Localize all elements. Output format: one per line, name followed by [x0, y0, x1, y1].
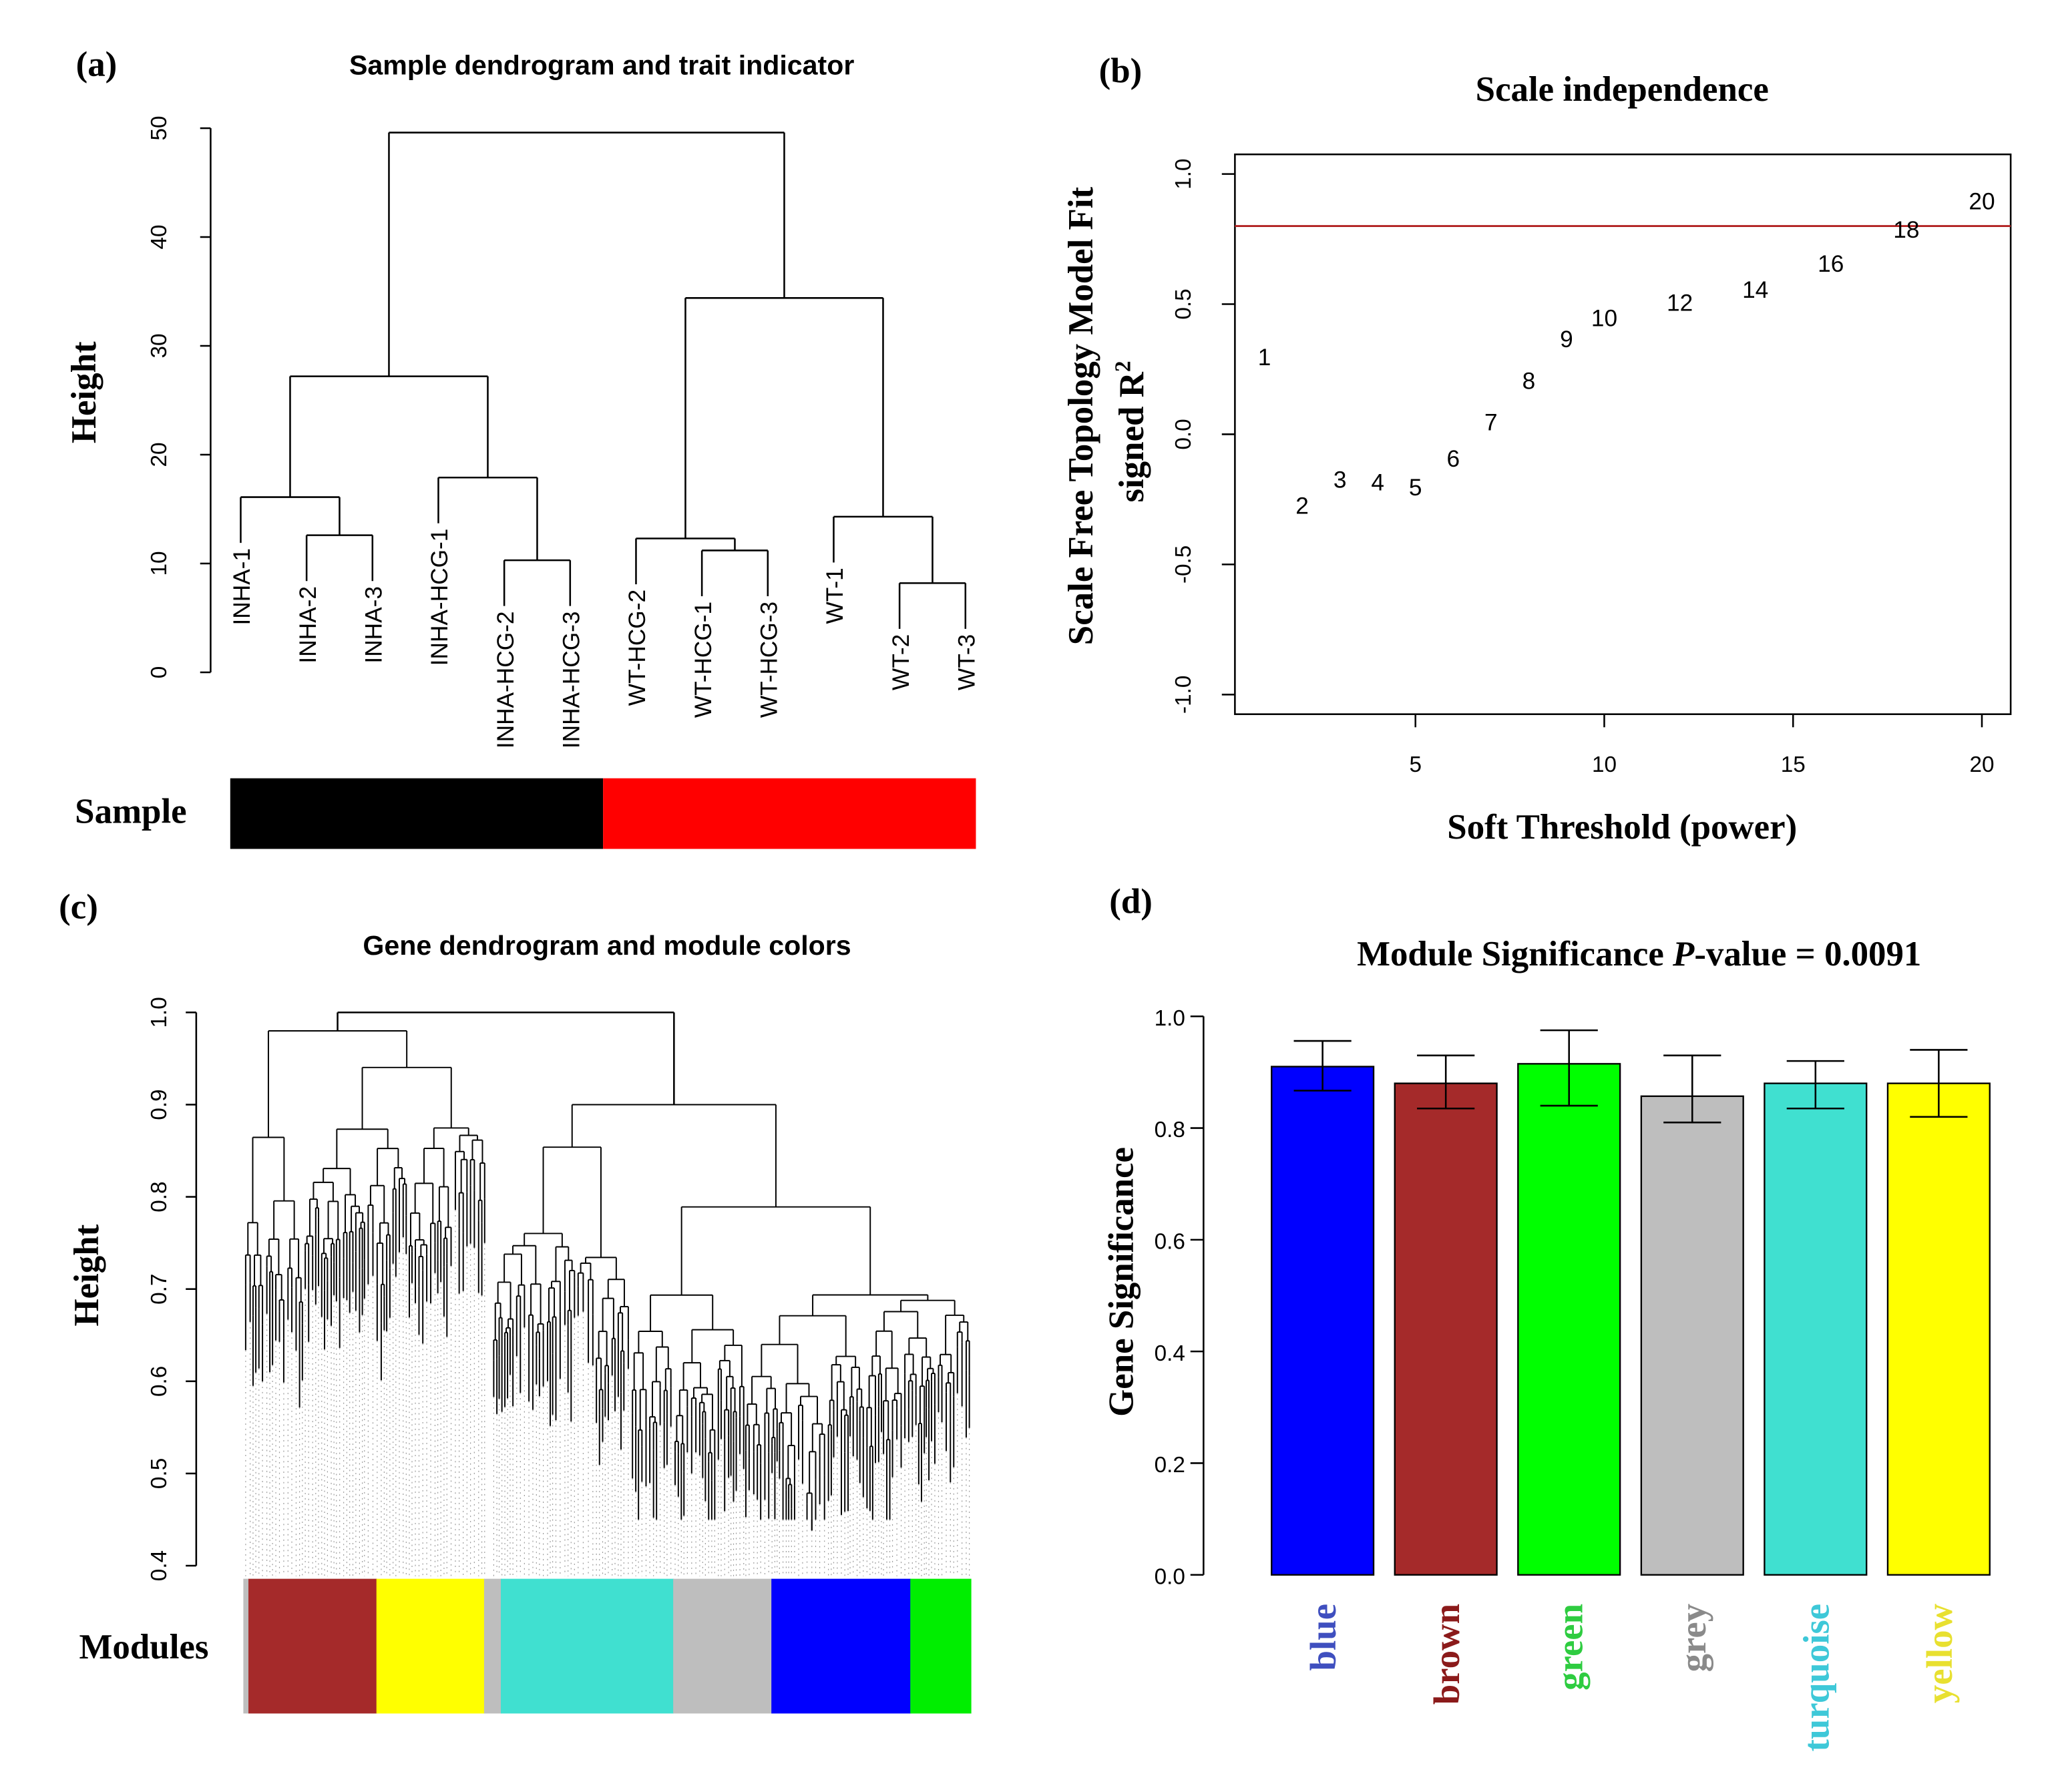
y-tick-label-b: -0.5 [1171, 545, 1196, 584]
bar-blue [1271, 1066, 1375, 1576]
x-tick-label-b: 15 [1781, 752, 1806, 777]
y-tick-label-c: 0.9 [147, 1089, 172, 1120]
y-tick-label-a: 0 [147, 666, 172, 679]
ylabel-b-line2: signed R2 [1111, 361, 1152, 503]
category-label-brown: brown [1426, 1604, 1467, 1705]
module-color-segment [500, 1578, 674, 1714]
x-tick-label-b: 10 [1592, 752, 1617, 777]
point-label: 6 [1446, 446, 1460, 472]
module-color-segment [483, 1578, 501, 1714]
title-b: Scale independence [1476, 70, 1769, 109]
leaf-label: WT-HCG-3 [757, 602, 783, 718]
dendrogram-branches [244, 1012, 970, 1576]
leaf-label: WT-1 [822, 568, 848, 624]
point-label: 14 [1742, 277, 1768, 303]
leaf-label: WT-HCG-1 [690, 602, 717, 718]
leaf-label: INHA-3 [361, 586, 387, 664]
ylabel-d: Gene Significance [1102, 1147, 1141, 1417]
leaf-label: WT-3 [954, 634, 980, 690]
y-tick-label-d: 0.8 [1155, 1118, 1185, 1142]
gene-dendrogram: 0.4 0.5 0.6 0.7 0.8 0.9 1.0 [147, 997, 972, 1714]
title-c: Gene dendrogram and module colors [363, 930, 851, 961]
ylabel-c: Height [67, 1224, 106, 1326]
category-label-blue: blue [1303, 1604, 1344, 1671]
point-label: 5 [1409, 475, 1422, 501]
panel-label-d: (d) [1109, 882, 1153, 921]
modules-label: Modules [79, 1628, 209, 1666]
leaf-label: INHA-HCG-3 [559, 612, 585, 749]
y-tick-label-c: 0.7 [147, 1274, 172, 1305]
leaf-label: INHA-1 [229, 548, 255, 626]
point-label: 7 [1484, 410, 1498, 436]
module-significance-bars: 0.0 0.2 0.4 0.6 0.8 1.0 blue brown green grey turq… [1155, 1006, 1991, 1751]
y-tick-label-d: 0.4 [1155, 1341, 1185, 1366]
module-color-segment [910, 1578, 972, 1714]
y-tick-label-a: 50 [147, 116, 172, 140]
y-tick-label-a: 30 [147, 333, 172, 358]
y-tick-label-a: 10 [147, 551, 172, 576]
trait-segment [603, 778, 976, 849]
y-tick-label-a: 40 [147, 224, 172, 249]
module-color-segment [376, 1578, 485, 1714]
sample-dendrogram: 0 10 20 30 40 50 INHA-2 INHA-3 INHA-1 INHA-HCG-2 I… [147, 116, 980, 849]
title-a: Sample dendrogram and trait indicator [349, 50, 854, 81]
x-tick-label-b: 5 [1409, 752, 1422, 777]
category-label-grey: grey [1673, 1604, 1713, 1672]
y-tick-label-c: 0.8 [147, 1181, 172, 1212]
title-d: Module Significance P-value = 0.0091 [1357, 935, 1921, 973]
bar-brown [1394, 1082, 1498, 1576]
y-tick-label-d: 0.2 [1155, 1453, 1185, 1478]
point-label: 4 [1371, 469, 1384, 495]
y-tick-label-c: 1.0 [147, 997, 172, 1028]
point-label: 12 [1667, 290, 1693, 316]
leaf-label: INHA-2 [295, 586, 321, 664]
bar-turquoise [1764, 1082, 1868, 1576]
y-tick-label-b: -1.0 [1171, 676, 1196, 714]
trait-label: Sample [75, 792, 186, 831]
category-label-yellow: yellow [1919, 1603, 1960, 1703]
ylabel-a: Height [65, 341, 104, 443]
xlabel-b: Soft Threshold (power) [1447, 808, 1797, 847]
point-label: 18 [1893, 217, 1919, 243]
y-tick-label-b: 0.5 [1171, 288, 1196, 319]
panel-label-a: (a) [76, 45, 118, 84]
point-label: 9 [1560, 326, 1573, 353]
y-tick-label-b: 1.0 [1171, 158, 1196, 189]
bar-yellow [1886, 1082, 1991, 1576]
y-tick-label-c: 0.4 [147, 1550, 172, 1581]
leaf-label: INHA-HCG-2 [493, 612, 519, 749]
point-label: 8 [1522, 368, 1536, 394]
y-tick-label-d: 0.0 [1155, 1564, 1185, 1589]
module-color-segment [243, 1578, 249, 1714]
point-label: 3 [1334, 467, 1347, 493]
ylabel-b-line1: Scale Free Topology Model Fit [1062, 186, 1100, 645]
module-color-segment [673, 1578, 773, 1714]
y-tick-label-d: 1.0 [1155, 1006, 1185, 1031]
module-color-segment [771, 1578, 911, 1714]
point-label: 10 [1591, 306, 1617, 332]
category-label-green: green [1549, 1604, 1590, 1691]
point-label: 20 [1969, 188, 1995, 214]
leaf-label: WT-HCG-2 [624, 590, 650, 706]
bar-grey [1640, 1095, 1744, 1576]
y-tick-label-c: 0.5 [147, 1458, 172, 1489]
leaf-label: INHA-HCG-1 [427, 529, 453, 666]
point-label: 16 [1818, 251, 1844, 277]
leaf-label: WT-2 [888, 634, 914, 690]
trait-segment [230, 778, 604, 849]
x-tick-label-b: 20 [1969, 752, 1994, 777]
y-tick-label-b: 0.0 [1171, 419, 1196, 449]
bar-green [1517, 1063, 1621, 1576]
point-label: 2 [1295, 493, 1309, 519]
panel-label-b: (b) [1099, 51, 1143, 90]
y-tick-label-c: 0.6 [147, 1366, 172, 1397]
y-tick-label-a: 20 [147, 442, 172, 467]
module-color-segment [248, 1578, 377, 1714]
category-label-turquoise: turquoise [1796, 1604, 1836, 1751]
panel-label-c: (c) [59, 887, 98, 926]
y-tick-label-d: 0.6 [1155, 1230, 1185, 1255]
point-label: 1 [1258, 345, 1271, 371]
